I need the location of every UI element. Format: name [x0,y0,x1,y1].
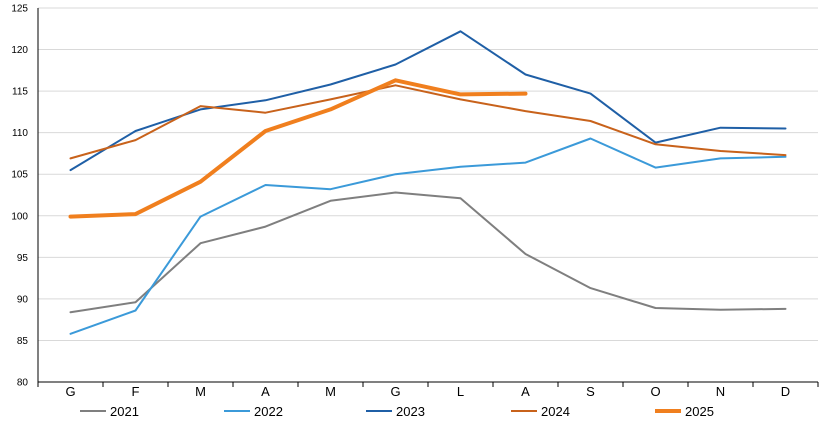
y-tick-label: 80 [17,378,29,389]
legend-label: 2021 [110,404,139,419]
y-tick-label: 100 [11,211,28,222]
legend-item: 2024 [511,404,570,419]
x-category-label: G [390,384,400,399]
series-line-2022 [69,137,787,335]
legend-item: 2021 [80,404,139,419]
x-category-label: N [716,384,725,399]
legend-item: 2025 [655,404,714,419]
series-line-2023 [69,30,787,172]
y-tick-labels: 80 85 90 95 100 105 110 115 120 125 [11,4,28,389]
y-tick-label: 90 [17,294,29,305]
y-tick-label: 115 [12,87,28,98]
x-category-label: G [65,384,75,399]
x-category-label: A [261,384,270,399]
legend-label: 2024 [541,404,570,419]
series-line-2024 [69,84,787,160]
x-category-label: M [195,384,206,399]
legend: 2021 2022 2023 2024 2025 [80,404,714,419]
x-category-label: M [325,384,336,399]
gridlines [38,7,818,341]
legend-label: 2023 [396,404,425,419]
x-category-label: F [132,384,140,399]
x-category-label: L [457,384,464,399]
y-tick-label: 85 [17,336,29,347]
series-line-2025 [68,78,528,219]
x-category-label: D [781,384,790,399]
y-tick-label: 110 [12,128,28,139]
y-tick-label: 125 [11,4,28,15]
legend-item: 2022 [224,404,283,419]
series-line-2021 [69,191,787,314]
x-category-label: A [521,384,530,399]
legend-label: 2025 [685,404,714,419]
y-tick-label: 105 [11,170,28,181]
axes [37,8,819,387]
legend-item: 2023 [366,404,425,419]
x-category-label: S [586,384,595,399]
y-tick-label: 120 [11,45,28,56]
x-category-label: O [650,384,660,399]
legend-label: 2022 [254,404,283,419]
series-lines [68,30,787,335]
y-tick-label: 95 [17,253,29,264]
